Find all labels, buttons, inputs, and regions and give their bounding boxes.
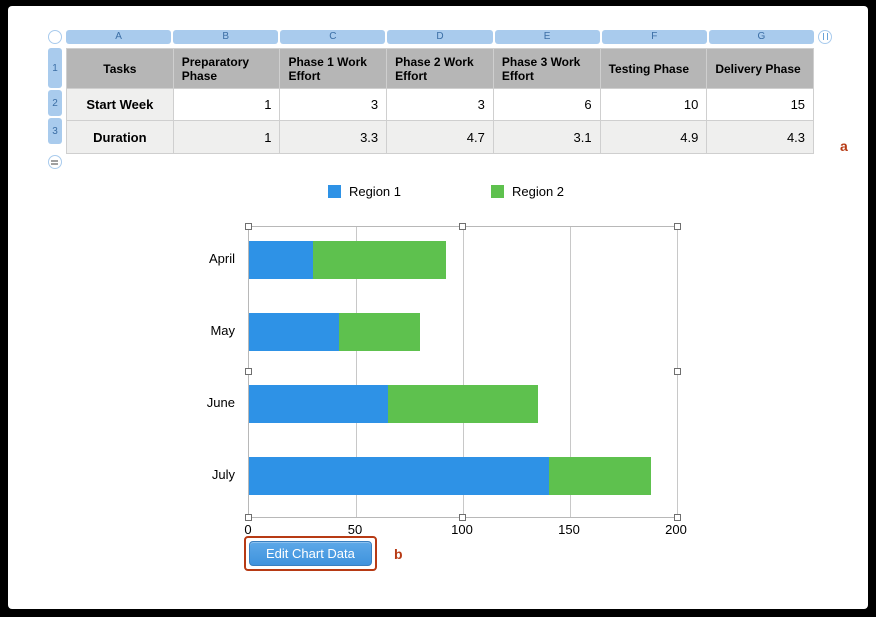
row-number[interactable]: 3 xyxy=(48,118,62,144)
table-header-cell[interactable]: Phase 2 Work Effort xyxy=(387,49,494,89)
legend-label: Region 2 xyxy=(512,184,564,199)
column-letter[interactable]: C xyxy=(280,30,385,44)
edit-chart-data-button[interactable]: Edit Chart Data xyxy=(249,541,372,566)
chart-x-tick: 50 xyxy=(348,522,362,537)
chart-bar-segment[interactable] xyxy=(249,457,549,495)
table-cell[interactable]: 1 xyxy=(174,121,281,153)
chart-bar[interactable]: June xyxy=(249,385,538,423)
chart-bar-segment[interactable] xyxy=(313,241,446,279)
chart[interactable]: Region 1 Region 2 April May June July 0 50 100… xyxy=(186,184,706,584)
legend-label: Region 1 xyxy=(349,184,401,199)
legend-item: Region 1 xyxy=(328,184,401,199)
table-grid[interactable]: TasksPreparatory PhasePhase 1 Work Effor… xyxy=(66,48,814,154)
row-number[interactable]: 2 xyxy=(48,90,62,116)
chart-plot-area[interactable]: April May June July xyxy=(248,226,678,518)
chart-bar[interactable]: May xyxy=(249,313,420,351)
table-select-handle-tl[interactable] xyxy=(48,30,62,44)
chart-x-tick: 0 xyxy=(244,522,251,537)
selection-handle[interactable] xyxy=(459,223,466,230)
chart-bar-segment[interactable] xyxy=(339,313,420,351)
table-row-header[interactable]: Start Week xyxy=(67,89,174,121)
column-letter[interactable]: D xyxy=(387,30,492,44)
spreadsheet-table[interactable]: ABCDEFG 123 TasksPreparatory PhasePhase … xyxy=(48,30,832,154)
chart-bar[interactable]: July xyxy=(249,457,651,495)
chart-x-tick: 200 xyxy=(665,522,687,537)
table-cell[interactable]: 3.1 xyxy=(494,121,601,153)
table-header-cell[interactable]: Phase 3 Work Effort xyxy=(494,49,601,89)
table-cell[interactable]: 4.9 xyxy=(601,121,708,153)
legend-swatch xyxy=(328,185,341,198)
table-cell[interactable]: 4.7 xyxy=(387,121,494,153)
selection-handle[interactable] xyxy=(245,514,252,521)
selection-handle[interactable] xyxy=(674,514,681,521)
column-letter[interactable]: G xyxy=(709,30,814,44)
selection-handle[interactable] xyxy=(674,223,681,230)
table-cell[interactable]: 3.3 xyxy=(280,121,387,153)
legend-item: Region 2 xyxy=(491,184,564,199)
canvas: ABCDEFG 123 TasksPreparatory PhasePhase … xyxy=(8,6,868,609)
column-letter[interactable]: F xyxy=(602,30,707,44)
table-cell[interactable]: 6 xyxy=(494,89,601,121)
column-letter[interactable]: E xyxy=(495,30,600,44)
selection-handle[interactable] xyxy=(459,514,466,521)
table-header-cell[interactable]: Delivery Phase xyxy=(707,49,813,89)
chart-bar-segment[interactable] xyxy=(549,457,652,495)
chart-x-tick: 100 xyxy=(451,522,473,537)
chart-bar-segment[interactable] xyxy=(249,385,388,423)
table-cell[interactable]: 1 xyxy=(174,89,281,121)
table-add-row-handle[interactable] xyxy=(48,155,62,169)
chart-x-tick: 150 xyxy=(558,522,580,537)
column-letter[interactable]: B xyxy=(173,30,278,44)
table-header-cell[interactable]: Testing Phase xyxy=(601,49,708,89)
callout-a: a xyxy=(840,138,848,154)
table-row-header[interactable]: Duration xyxy=(67,121,174,153)
table-header-cell[interactable]: Preparatory Phase xyxy=(174,49,281,89)
row-number[interactable]: 1 xyxy=(48,48,62,88)
table-header-cell[interactable]: Phase 1 Work Effort xyxy=(280,49,387,89)
table-cell[interactable]: 10 xyxy=(601,89,708,121)
callout-b: b xyxy=(394,546,403,562)
chart-bar-segment[interactable] xyxy=(249,241,313,279)
table-add-column-handle[interactable] xyxy=(818,30,832,44)
chart-legend: Region 1 Region 2 xyxy=(186,184,706,199)
table-cell[interactable]: 3 xyxy=(387,89,494,121)
table-cell[interactable]: 4.3 xyxy=(707,121,813,153)
chart-category-label: June xyxy=(207,395,235,410)
column-letter-bar[interactable]: ABCDEFG xyxy=(66,30,814,44)
selection-handle[interactable] xyxy=(674,368,681,375)
table-cell[interactable]: 15 xyxy=(707,89,813,121)
table-header-cell[interactable]: Tasks xyxy=(67,49,174,89)
column-letter[interactable]: A xyxy=(66,30,171,44)
chart-bar[interactable]: April xyxy=(249,241,446,279)
chart-category-label: July xyxy=(212,467,235,482)
table-cell[interactable]: 3 xyxy=(280,89,387,121)
chart-bar-segment[interactable] xyxy=(249,313,339,351)
selection-handle[interactable] xyxy=(245,223,252,230)
chart-category-label: May xyxy=(210,323,235,338)
selection-handle[interactable] xyxy=(245,368,252,375)
row-number-bar[interactable]: 123 xyxy=(48,48,62,146)
legend-swatch xyxy=(491,185,504,198)
chart-category-label: April xyxy=(209,251,235,266)
edit-chart-data-callout-frame: Edit Chart Data xyxy=(244,536,377,571)
chart-bar-segment[interactable] xyxy=(388,385,538,423)
